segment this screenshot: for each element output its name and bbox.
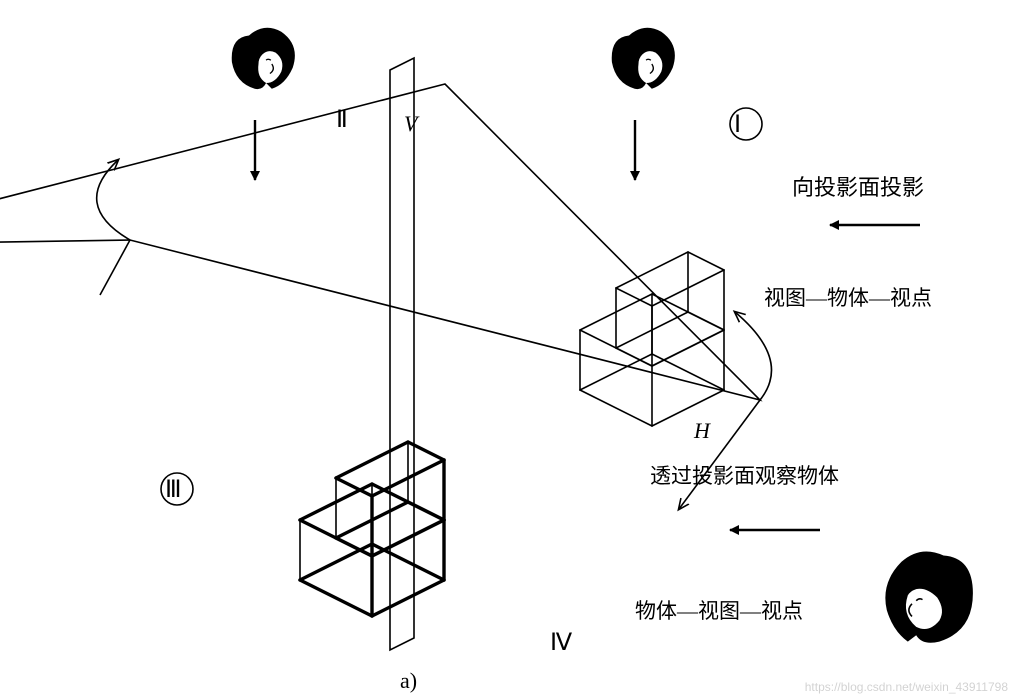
observer-head-down [612,28,675,89]
label-IV: Ⅳ [550,628,572,657]
label-a: a) [400,668,417,694]
label-H: H [694,418,710,444]
label-I: Ⅰ [734,110,741,139]
caption-view-object-viewpoint: 视图—物体—视点 [764,282,932,312]
observer-head-down [232,28,295,89]
v-plane [390,58,414,650]
watermark: https://blog.csdn.net/weixin_43911798 [805,680,1008,694]
l-shape-quadI [580,252,724,426]
caption-observe-through-plane: 透过投影面观察物体 [650,460,839,490]
rotation-arc-1 [735,312,772,400]
l-shape-quadIII [300,442,444,616]
diagram-stage: { "canvas": { "width": 1016, "height": 7… [0,0,1016,700]
h-plane [0,84,760,400]
caption-project-toward-plane: 向投影面投影 [792,170,924,202]
observer-head-left [885,551,973,642]
label-III: Ⅲ [165,475,182,504]
caption-object-view-viewpoint: 物体—视图—视点 [635,595,803,625]
diagram-svg [0,0,1016,700]
label-II: Ⅱ [336,105,348,134]
label-V: V [404,111,417,137]
